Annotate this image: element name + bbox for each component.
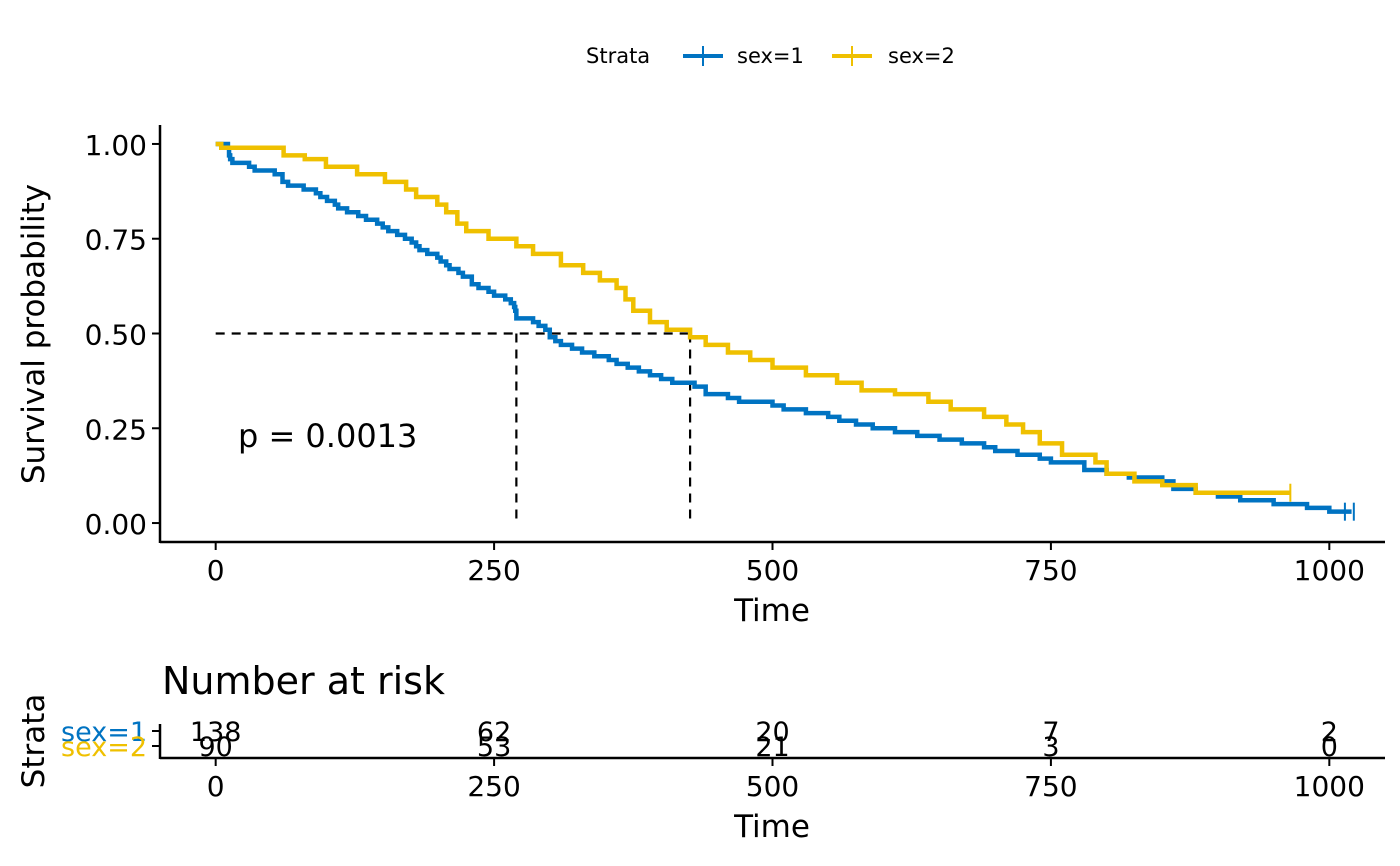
y-tick-label: 1.00: [85, 129, 147, 162]
x-tick-label: 250: [467, 554, 520, 587]
survival-curve-sex2: [215, 141, 1291, 495]
risk-table-x-ticks: 0 250 500 750 1000: [207, 758, 1365, 803]
risk-x-tick-label: 1000: [1294, 770, 1365, 803]
risk-x-tick-label: 750: [1024, 770, 1077, 803]
legend-item-sex2: sex=2: [832, 44, 955, 68]
legend-item-sex1: sex=1: [683, 44, 804, 68]
x-axis-label: Time: [733, 593, 810, 629]
risk-count: 7: [1042, 717, 1059, 748]
legend: Strata sex=1 sex=2: [586, 44, 955, 68]
y-tick-label: 0.25: [85, 413, 147, 446]
p-value-annotation: p = 0.0013: [238, 417, 417, 455]
risk-count: 0: [1321, 732, 1338, 763]
risk-count: 20: [755, 717, 789, 748]
x-tick-label: 750: [1024, 554, 1077, 587]
survival-curves: [215, 141, 1355, 521]
y-tick-label: 0.50: [85, 319, 147, 352]
risk-table-y-label: Strata: [16, 694, 52, 789]
x-tick-label: 500: [746, 554, 799, 587]
risk-count: 2: [1321, 717, 1338, 748]
risk-x-tick-label: 500: [746, 770, 799, 803]
x-tick-label: 0: [207, 554, 225, 587]
y-axis-label: Survival probability: [16, 184, 52, 484]
risk-row-label: sex=1: [61, 717, 147, 748]
y-tick-label: 0.00: [85, 508, 147, 541]
legend-label-sex1: sex=1: [737, 44, 804, 68]
risk-table: Number at risk Strata sex=1 138 62 20 7 2 sex=…: [16, 659, 1385, 845]
legend-label-sex2: sex=2: [888, 44, 955, 68]
risk-table-title: Number at risk: [162, 659, 445, 703]
x-axis-ticks: 0 250 500 750 1000: [207, 542, 1365, 587]
legend-title: Strata: [586, 44, 650, 68]
risk-count: 3: [1042, 732, 1059, 763]
y-axis-ticks: 0.00 0.25 0.50 0.75 1.00: [85, 129, 160, 541]
survival-curve-sex1: [215, 141, 1352, 514]
risk-table-x-axis-label: Time: [733, 809, 810, 845]
x-tick-label: 1000: [1294, 554, 1365, 587]
risk-x-tick-label: 250: [467, 770, 520, 803]
risk-x-tick-label: 0: [207, 770, 225, 803]
risk-count: 62: [477, 717, 511, 748]
survival-plot: Survival probability 0.00 0.25 0.50 0.75 1.0…: [16, 125, 1385, 629]
risk-row-label: sex=2: [61, 732, 147, 763]
risk-count: 138: [190, 717, 242, 748]
y-tick-label: 0.75: [85, 224, 147, 257]
